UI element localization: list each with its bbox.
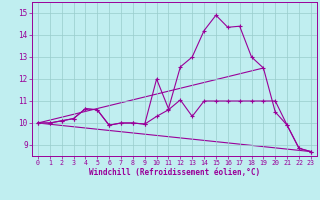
X-axis label: Windchill (Refroidissement éolien,°C): Windchill (Refroidissement éolien,°C) xyxy=(89,168,260,177)
